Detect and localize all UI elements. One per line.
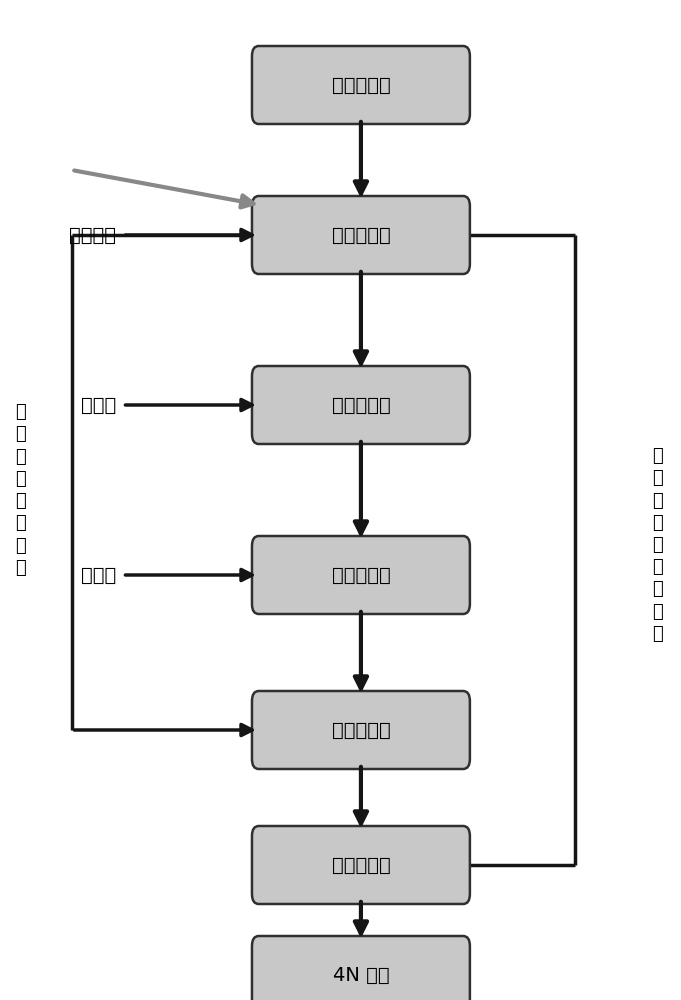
Text: 电解液配置: 电解液配置 [332, 226, 390, 244]
FancyBboxPatch shape [252, 46, 470, 124]
FancyBboxPatch shape [252, 691, 470, 769]
Text: 碱性电沉积: 碱性电沉积 [332, 720, 390, 740]
FancyBboxPatch shape [252, 196, 470, 274]
Text: 电解液净化: 电解液净化 [332, 395, 390, 414]
Text: 4N 精碲: 4N 精碲 [332, 966, 390, 984]
FancyBboxPatch shape [252, 936, 470, 1000]
FancyBboxPatch shape [252, 366, 470, 444]
FancyBboxPatch shape [252, 536, 470, 614]
Text: 电
解
后
液
循
环
利
用: 电 解 后 液 循 环 利 用 [15, 403, 26, 577]
FancyBboxPatch shape [252, 826, 470, 904]
Text: 粗二氧化碲: 粗二氧化碲 [332, 76, 390, 95]
Text: 添加剂: 添加剂 [80, 566, 116, 584]
Text: 电解液优化: 电解液优化 [332, 566, 390, 584]
Text: 碱
性
电
沉
积
工
艺
优
化: 碱 性 电 沉 积 工 艺 优 化 [652, 447, 663, 643]
Text: 碲产物洗涤: 碲产物洗涤 [332, 856, 390, 874]
Text: 氢氧化钠: 氢氧化钠 [69, 226, 116, 244]
Text: 净化剂: 净化剂 [80, 395, 116, 414]
